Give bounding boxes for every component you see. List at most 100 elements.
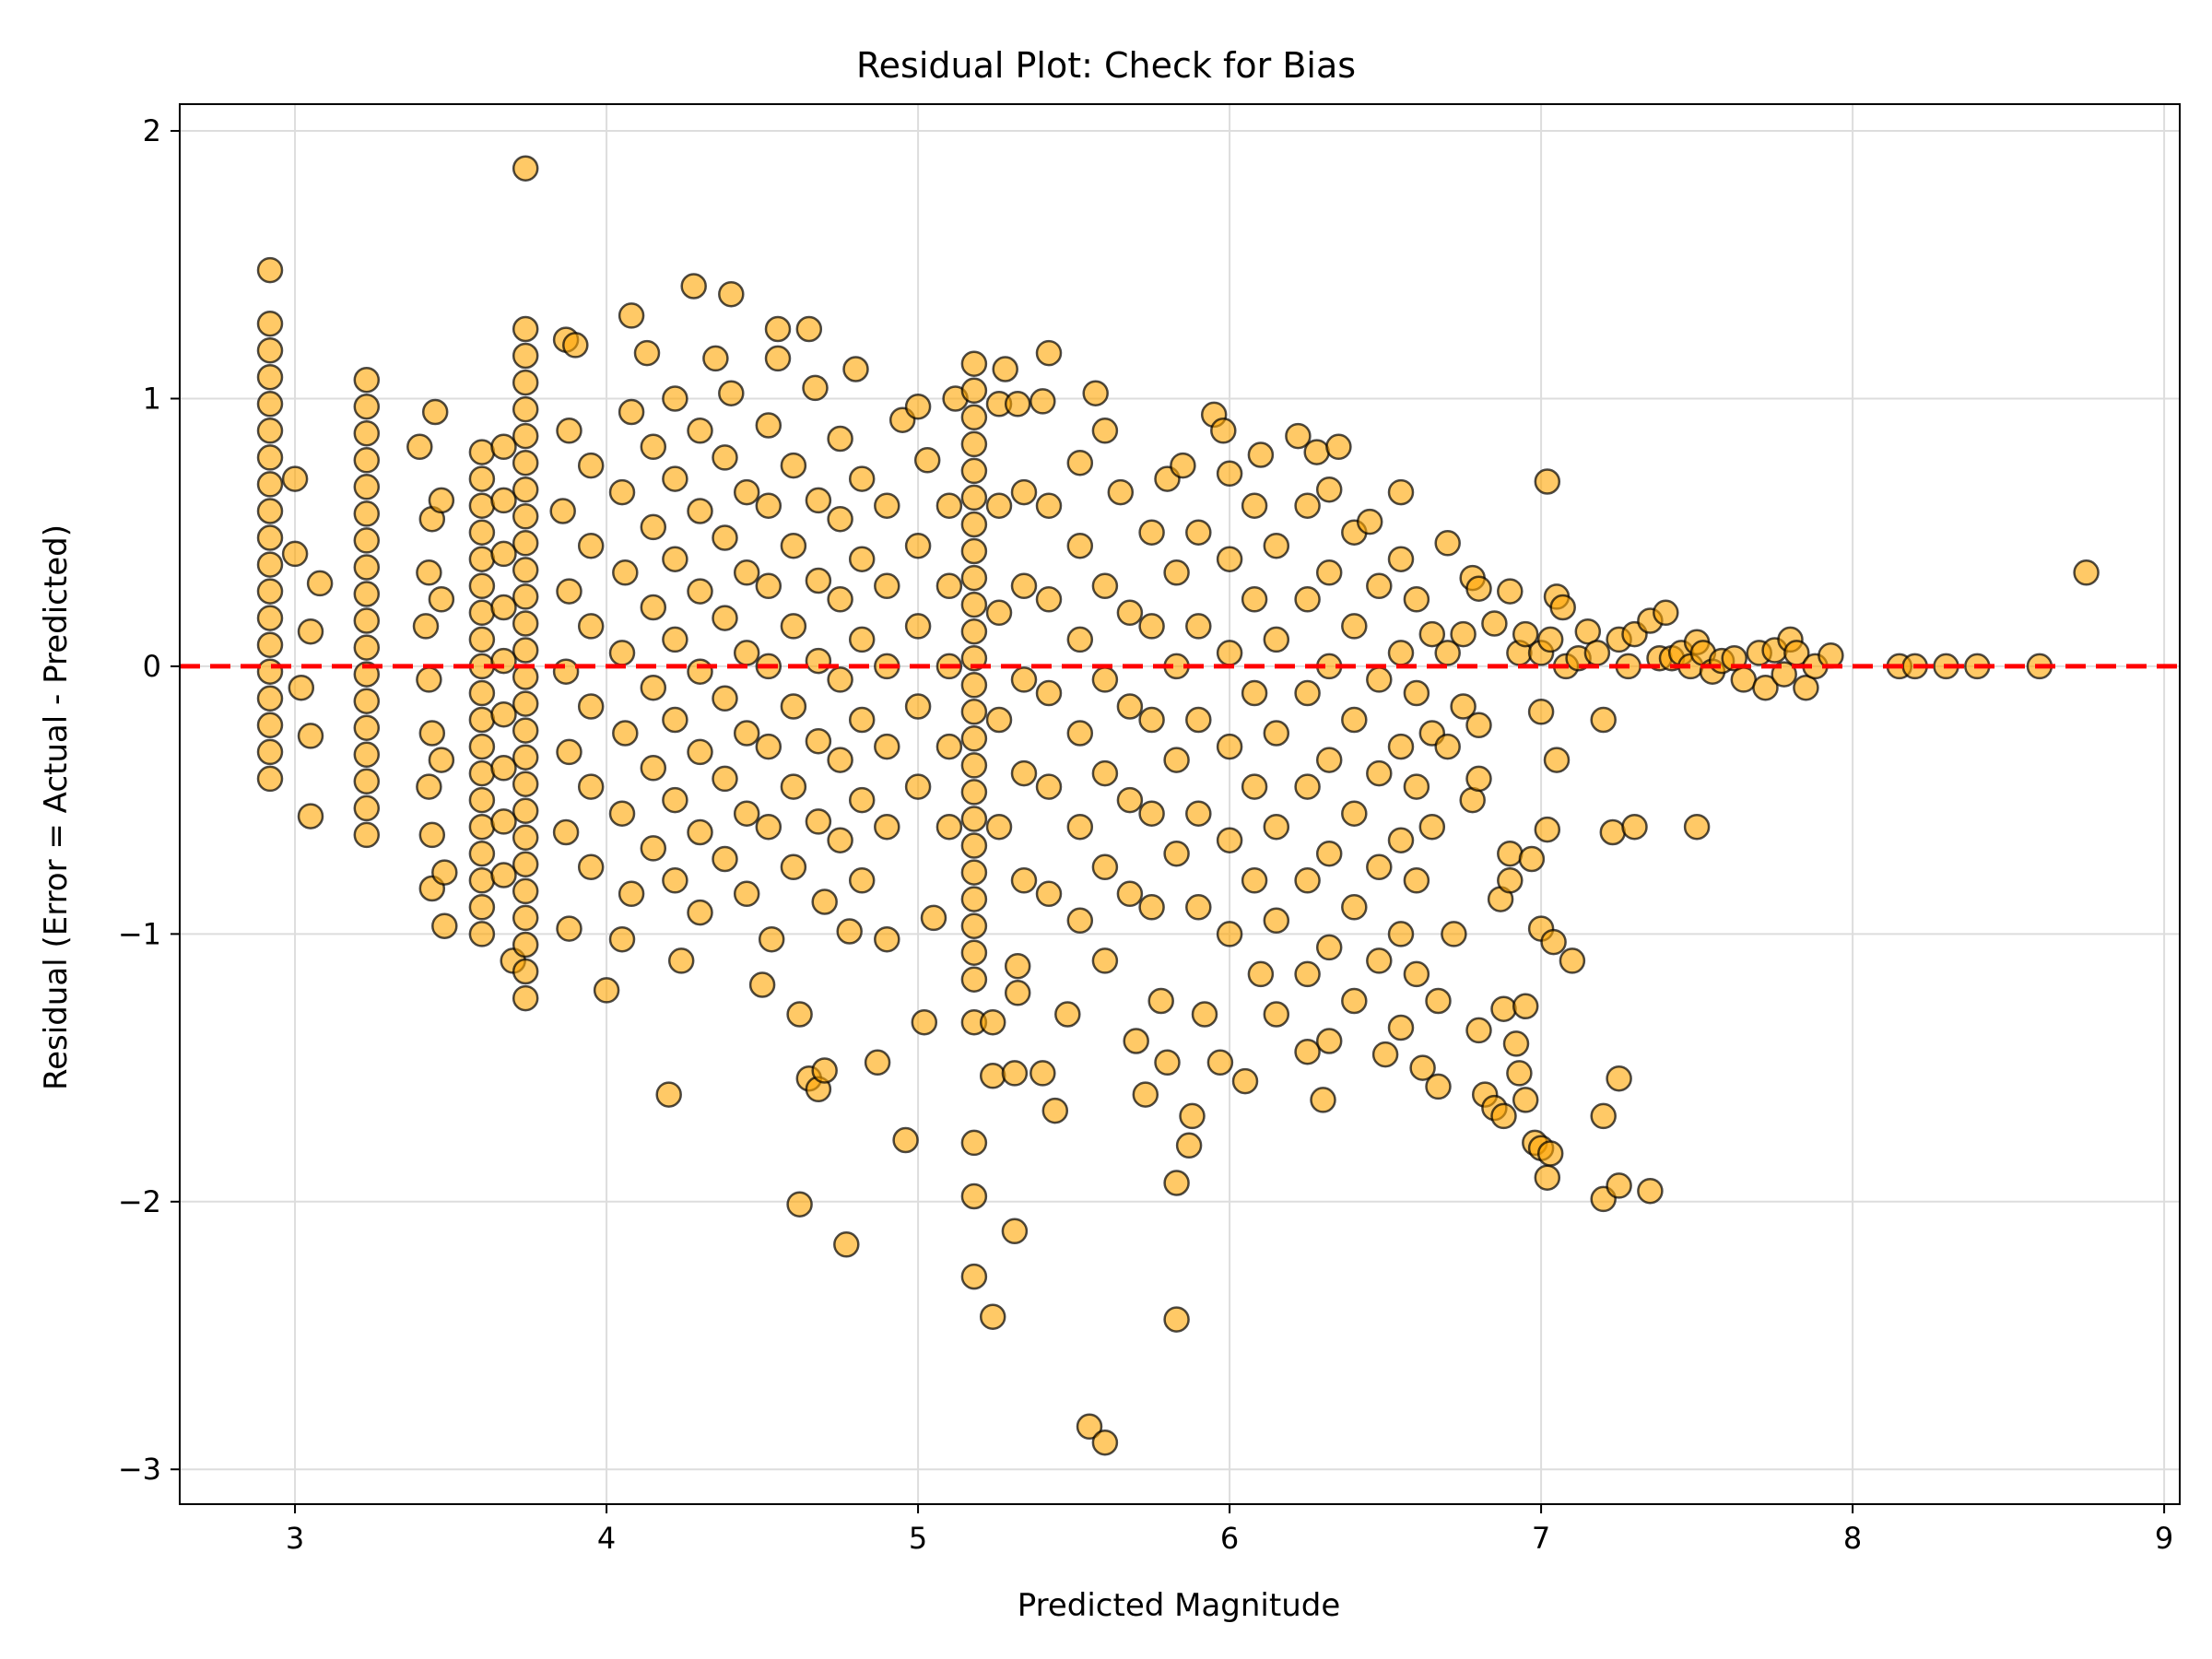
data-point	[1425, 987, 1452, 1015]
data-point	[428, 747, 455, 773]
data-point	[1418, 620, 1446, 648]
data-point	[512, 476, 539, 503]
data-point	[1066, 449, 1094, 477]
data-point	[920, 904, 947, 932]
data-point	[256, 738, 284, 766]
data-point	[640, 835, 667, 862]
data-point	[1206, 1049, 1234, 1077]
data-point	[755, 572, 782, 600]
data-point	[662, 867, 688, 894]
data-point	[1041, 1097, 1069, 1124]
data-point	[1004, 391, 1031, 418]
data-point	[1010, 666, 1038, 693]
data-point	[1590, 1102, 1617, 1130]
data-point	[960, 779, 988, 806]
data-point	[490, 487, 517, 514]
data-point	[1590, 706, 1617, 734]
data-point	[468, 786, 496, 814]
data-point	[935, 492, 963, 519]
data-point	[1241, 679, 1268, 707]
data-point	[848, 546, 876, 572]
data-point	[805, 727, 832, 755]
data-point	[780, 693, 807, 720]
data-point	[512, 530, 539, 557]
data-point	[1534, 1164, 1561, 1191]
data-point	[468, 439, 496, 465]
data-point	[512, 771, 539, 797]
data-point	[805, 808, 832, 835]
data-point	[1001, 1218, 1029, 1245]
data-point	[1536, 1140, 1564, 1167]
data-point	[827, 666, 853, 693]
data-point	[468, 519, 496, 546]
data-point	[1527, 699, 1555, 725]
data-point	[780, 613, 807, 640]
x-tick-label: 6	[1220, 1521, 1239, 1556]
data-point	[848, 786, 876, 814]
data-point	[1035, 586, 1063, 613]
data-point	[256, 605, 284, 631]
data-point	[1387, 1014, 1415, 1041]
data-point	[960, 484, 988, 512]
data-point	[755, 412, 782, 439]
data-point	[680, 273, 707, 300]
data-point	[353, 607, 381, 634]
data-point	[874, 492, 900, 519]
data-point	[512, 824, 539, 852]
data-point	[848, 465, 876, 492]
data-point	[1653, 599, 1679, 627]
data-point	[1490, 1102, 1517, 1130]
data-point	[1294, 773, 1321, 800]
data-point	[1001, 1060, 1029, 1087]
data-point	[805, 567, 832, 594]
data-point	[1497, 578, 1524, 605]
data-point	[490, 700, 517, 728]
data-point	[687, 498, 713, 524]
data-point	[833, 1231, 860, 1258]
data-point	[802, 374, 829, 402]
data-point	[1341, 706, 1368, 734]
data-point	[512, 851, 539, 878]
data-point	[512, 369, 539, 396]
data-point	[1030, 1060, 1056, 1087]
data-point	[1066, 907, 1094, 935]
data-point	[468, 626, 496, 653]
data-point	[406, 433, 433, 461]
data-point	[733, 800, 760, 827]
data-point	[1091, 666, 1119, 693]
data-point	[1387, 478, 1415, 506]
data-point	[431, 912, 458, 939]
data-point	[1606, 1065, 1632, 1092]
data-point	[353, 474, 381, 500]
data-point	[1116, 599, 1144, 627]
data-point	[911, 1008, 938, 1036]
data-point	[1366, 572, 1393, 600]
data-point	[904, 532, 932, 559]
data-point	[960, 806, 988, 832]
data-point	[353, 554, 381, 581]
data-point	[1497, 840, 1524, 867]
data-point	[353, 393, 381, 420]
data-point	[1465, 575, 1492, 602]
data-point	[1341, 613, 1368, 640]
data-point	[512, 155, 539, 182]
data-point	[1621, 813, 1648, 841]
data-point	[960, 672, 988, 699]
data-point	[1116, 693, 1144, 720]
data-point	[468, 465, 496, 492]
data-point	[1683, 813, 1711, 841]
axes-frame	[179, 103, 2181, 1505]
data-point	[1490, 995, 1517, 1022]
data-point	[904, 613, 932, 640]
data-point	[712, 845, 738, 873]
y-tick-label: −1	[118, 916, 161, 951]
data-point	[1387, 827, 1415, 853]
data-point	[281, 465, 309, 492]
data-point	[935, 733, 963, 760]
data-point	[764, 345, 792, 372]
data-point	[985, 492, 1013, 519]
data-point	[805, 487, 832, 514]
data-point	[353, 527, 381, 554]
data-point	[297, 618, 324, 645]
data-point	[1434, 640, 1461, 666]
